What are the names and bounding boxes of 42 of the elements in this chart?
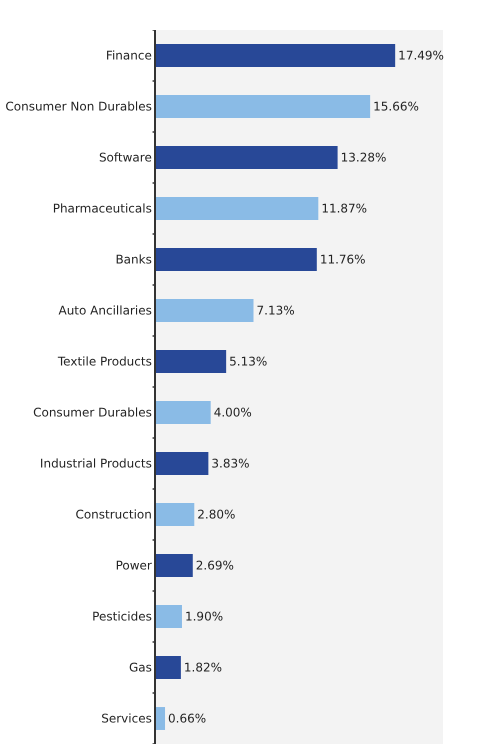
data-label: 13.28%	[340, 150, 386, 165]
bar	[156, 146, 338, 169]
y-tick-label: Power	[116, 558, 152, 573]
bar	[156, 605, 182, 628]
bar	[156, 299, 254, 322]
y-tick-label: Finance	[106, 48, 152, 63]
y-tick-label: Pesticides	[92, 610, 152, 624]
bar	[156, 44, 396, 67]
data-label: 5.13%	[229, 354, 268, 369]
data-label: 0.66%	[168, 712, 206, 726]
y-tick-label: Consumer Durables	[33, 406, 152, 420]
y-tick-label: Construction	[75, 508, 152, 522]
data-label: 11.76%	[320, 252, 366, 267]
y-tick-label: Consumer Non Durables	[5, 100, 152, 114]
data-label: 2.69%	[196, 558, 234, 573]
bar	[156, 95, 370, 118]
bar	[156, 707, 166, 730]
data-label: 1.90%	[184, 610, 224, 624]
y-tick-label: Software	[98, 150, 152, 165]
bar	[156, 401, 211, 424]
data-label: 17.49%	[398, 48, 444, 63]
data-label: 15.66%	[373, 100, 419, 114]
bar	[156, 350, 226, 373]
data-label: 1.82%	[184, 660, 222, 675]
y-tick-label: Industrial Products	[40, 456, 152, 471]
bar	[156, 452, 208, 475]
bar	[156, 503, 194, 526]
y-tick-label: Pharmaceuticals	[52, 202, 152, 216]
bar	[156, 656, 181, 679]
bar	[156, 554, 193, 577]
bar	[156, 248, 317, 271]
data-label: 11.87%	[321, 202, 368, 216]
data-label: 4.00%	[214, 406, 252, 420]
bar	[156, 197, 318, 220]
y-tick-label: Auto Ancillaries	[58, 304, 152, 318]
data-label: 2.80%	[197, 508, 236, 522]
y-tick-label: Gas	[128, 660, 152, 675]
data-label: 3.83%	[211, 456, 250, 471]
y-tick-label: Services	[101, 712, 152, 726]
y-tick-label: Banks	[115, 252, 152, 267]
data-label: 7.13%	[256, 304, 295, 318]
y-tick-label: Textile Products	[56, 354, 152, 369]
